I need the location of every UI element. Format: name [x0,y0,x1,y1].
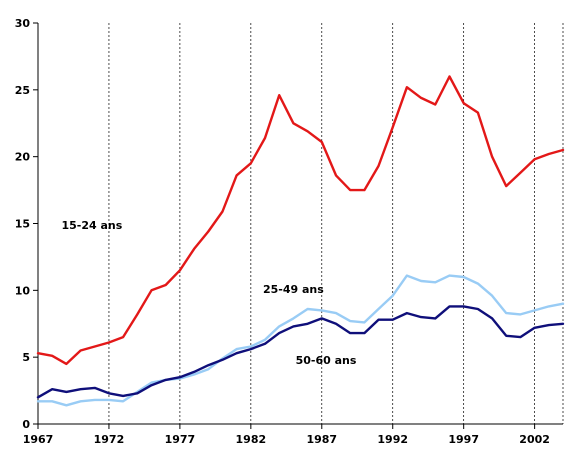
series-lines [36,75,565,407]
grid-lines [108,23,564,424]
y-tick-label: 20 [15,151,31,164]
series-label: 50-60 ans [296,354,357,367]
series-label: 15-24 ans [62,219,123,232]
x-tick-label: 1982 [236,433,267,446]
x-tick-label: 1997 [448,433,479,446]
series-line-25-49-ans [36,274,565,407]
y-tick-label: 30 [15,17,31,30]
y-tick-label: 25 [15,84,30,97]
x-tick-label: 1972 [94,433,125,446]
series-label: 25-49 ans [263,283,324,296]
x-tick-label: 1967 [23,433,54,446]
y-tick-label: 5 [22,351,30,364]
y-tick-label: 15 [15,218,30,231]
x-tick-label: 1977 [165,433,196,446]
y-tick-label: 10 [15,284,31,297]
y-axis-ticks: 0 5 10 15 20 25 30 [15,17,38,431]
series-labels: 15-24 ans 25-49 ans 50-60 ans [62,219,357,367]
x-axis-ticks: 1967 1972 1977 1982 1987 1992 1997 2002 [23,424,550,446]
series-line-50-60-ans [36,305,565,399]
x-tick-label: 2002 [519,433,550,446]
x-tick-label: 1992 [377,433,408,446]
y-tick-label: 0 [22,418,30,431]
x-tick-label: 1987 [306,433,337,446]
series-line-15-24-ans [36,75,565,366]
